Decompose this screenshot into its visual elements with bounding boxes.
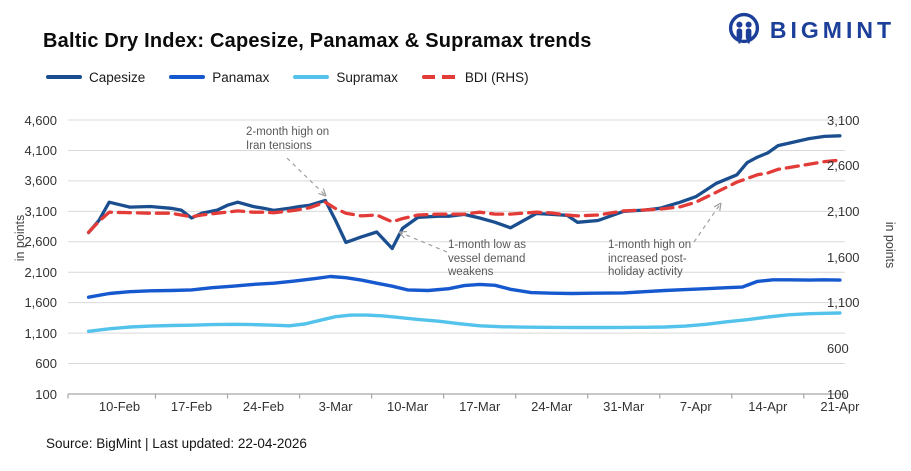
y-axis-right-unit: in points [883, 221, 897, 269]
x-axis-tick-label: 14-Apr [748, 399, 788, 414]
brand-name: BIGMINT [769, 16, 895, 43]
series-line-capesize [86, 134, 842, 251]
annotation-text: 1-month high on increased post-holiday ac… [608, 239, 691, 280]
annotation-arrowhead [322, 188, 327, 197]
brand-logo: BIGMINT [727, 12, 895, 48]
legend-item-panamax: Panamax [169, 70, 269, 85]
x-axis-tick-label: 24-Feb [242, 399, 285, 414]
x-axis-tick-label: 17-Feb [170, 399, 213, 414]
annotation-text-line: weakens [448, 266, 494, 278]
annotation-arrow [286, 157, 327, 197]
x-axis-tick-label: 31-Mar [603, 399, 645, 414]
y-axis-left-tick-label: 2,100 [24, 264, 57, 280]
legend-item-supramax: Supramax [293, 70, 398, 85]
y-axis-left-tick-label: 1,100 [24, 325, 57, 341]
legend-line-swatch [46, 75, 82, 79]
annotation-text-line: increased post- [608, 252, 687, 265]
y-axis-right-tick-label: 100 [827, 386, 849, 402]
annotation-arrowhead [719, 202, 722, 211]
annotation-text: 1-month low as vessel demand weakens [448, 239, 526, 280]
annotation-text-line: 1-month high on [608, 239, 692, 251]
x-axis-tick-label: 10-Feb [98, 399, 141, 414]
page-title: Baltic Dry Index: Capesize, Panamax & Su… [43, 30, 592, 52]
y-axis-right-tick-label: 3,100 [827, 112, 860, 128]
series-line-supramax [86, 311, 842, 333]
legend-label: Capesize [89, 69, 146, 85]
legend-item-bdi-rhs-: BDI (RHS) [421, 69, 529, 85]
y-axis-left-tick-label: 100 [35, 386, 57, 402]
legend-item-capesize: Capesize [46, 70, 145, 85]
legend-line-swatch [293, 75, 330, 79]
annotation-text-line: Iran tensions [246, 139, 312, 152]
legend-label: BDI (RHS) [464, 69, 529, 85]
y-axis-left-unit: in points [13, 214, 27, 262]
annotation-text-line: holiday activity [608, 266, 683, 278]
y-axis-right-tick-label: 2,100 [827, 203, 860, 219]
series-line-bdi-rhs- [86, 158, 842, 234]
series-line-panamax [86, 274, 842, 299]
y-axis-right-tick-label: 600 [827, 340, 849, 356]
annotation-arrow [398, 231, 448, 253]
annotation-text-line: vessel demand [448, 252, 526, 265]
legend-label: Panamax [212, 69, 270, 85]
y-axis-left-tick-label: 3,100 [24, 203, 57, 219]
annotation-arrowhead [398, 231, 405, 239]
y-axis-right-tick-label: 2,600 [827, 158, 860, 174]
x-axis-tick-label: 3-Mar [318, 399, 353, 414]
annotation-text: 2-month high on Iran tensions [246, 126, 329, 153]
y-axis-left-tick-label: 3,600 [24, 173, 57, 189]
chart-legend: Capesize Panamax Supramax BDI (RHS) [46, 68, 553, 86]
annotation-arrowhead [713, 202, 722, 208]
annotation-arrow [693, 202, 722, 243]
legend-label: Supramax [336, 69, 398, 85]
legend-line-swatch [169, 75, 206, 79]
x-axis-tick-label: 7-Apr [679, 399, 712, 414]
bigmint-people-icon [728, 12, 759, 44]
y-axis-left-tick-label: 4,600 [24, 112, 57, 128]
y-axis-right-tick-label: 1,600 [827, 249, 860, 265]
x-axis-tick-label: 17-Mar [459, 399, 501, 414]
y-axis-left-tick-label: 600 [35, 356, 57, 372]
legend-dashed-line-swatch [421, 75, 458, 79]
x-axis-tick-label: 10-Mar [387, 399, 429, 414]
annotation-text-line: 1-month low as [448, 239, 526, 251]
annotation-arrowhead [318, 192, 327, 197]
y-axis-left-tick-label: 4,100 [24, 142, 57, 158]
y-axis-left-tick-label: 1,600 [24, 295, 57, 311]
annotation-text-line: 2-month high on [246, 126, 330, 138]
y-axis-right-tick-label: 1,100 [827, 295, 860, 311]
source-note: Source: BigMint | Last updated: 22-04-20… [46, 436, 307, 451]
x-axis-tick-label: 24-Mar [531, 399, 573, 414]
y-axis-left-tick-label: 2,600 [24, 234, 57, 250]
x-axis-tick-label: 21-Apr [820, 399, 860, 414]
